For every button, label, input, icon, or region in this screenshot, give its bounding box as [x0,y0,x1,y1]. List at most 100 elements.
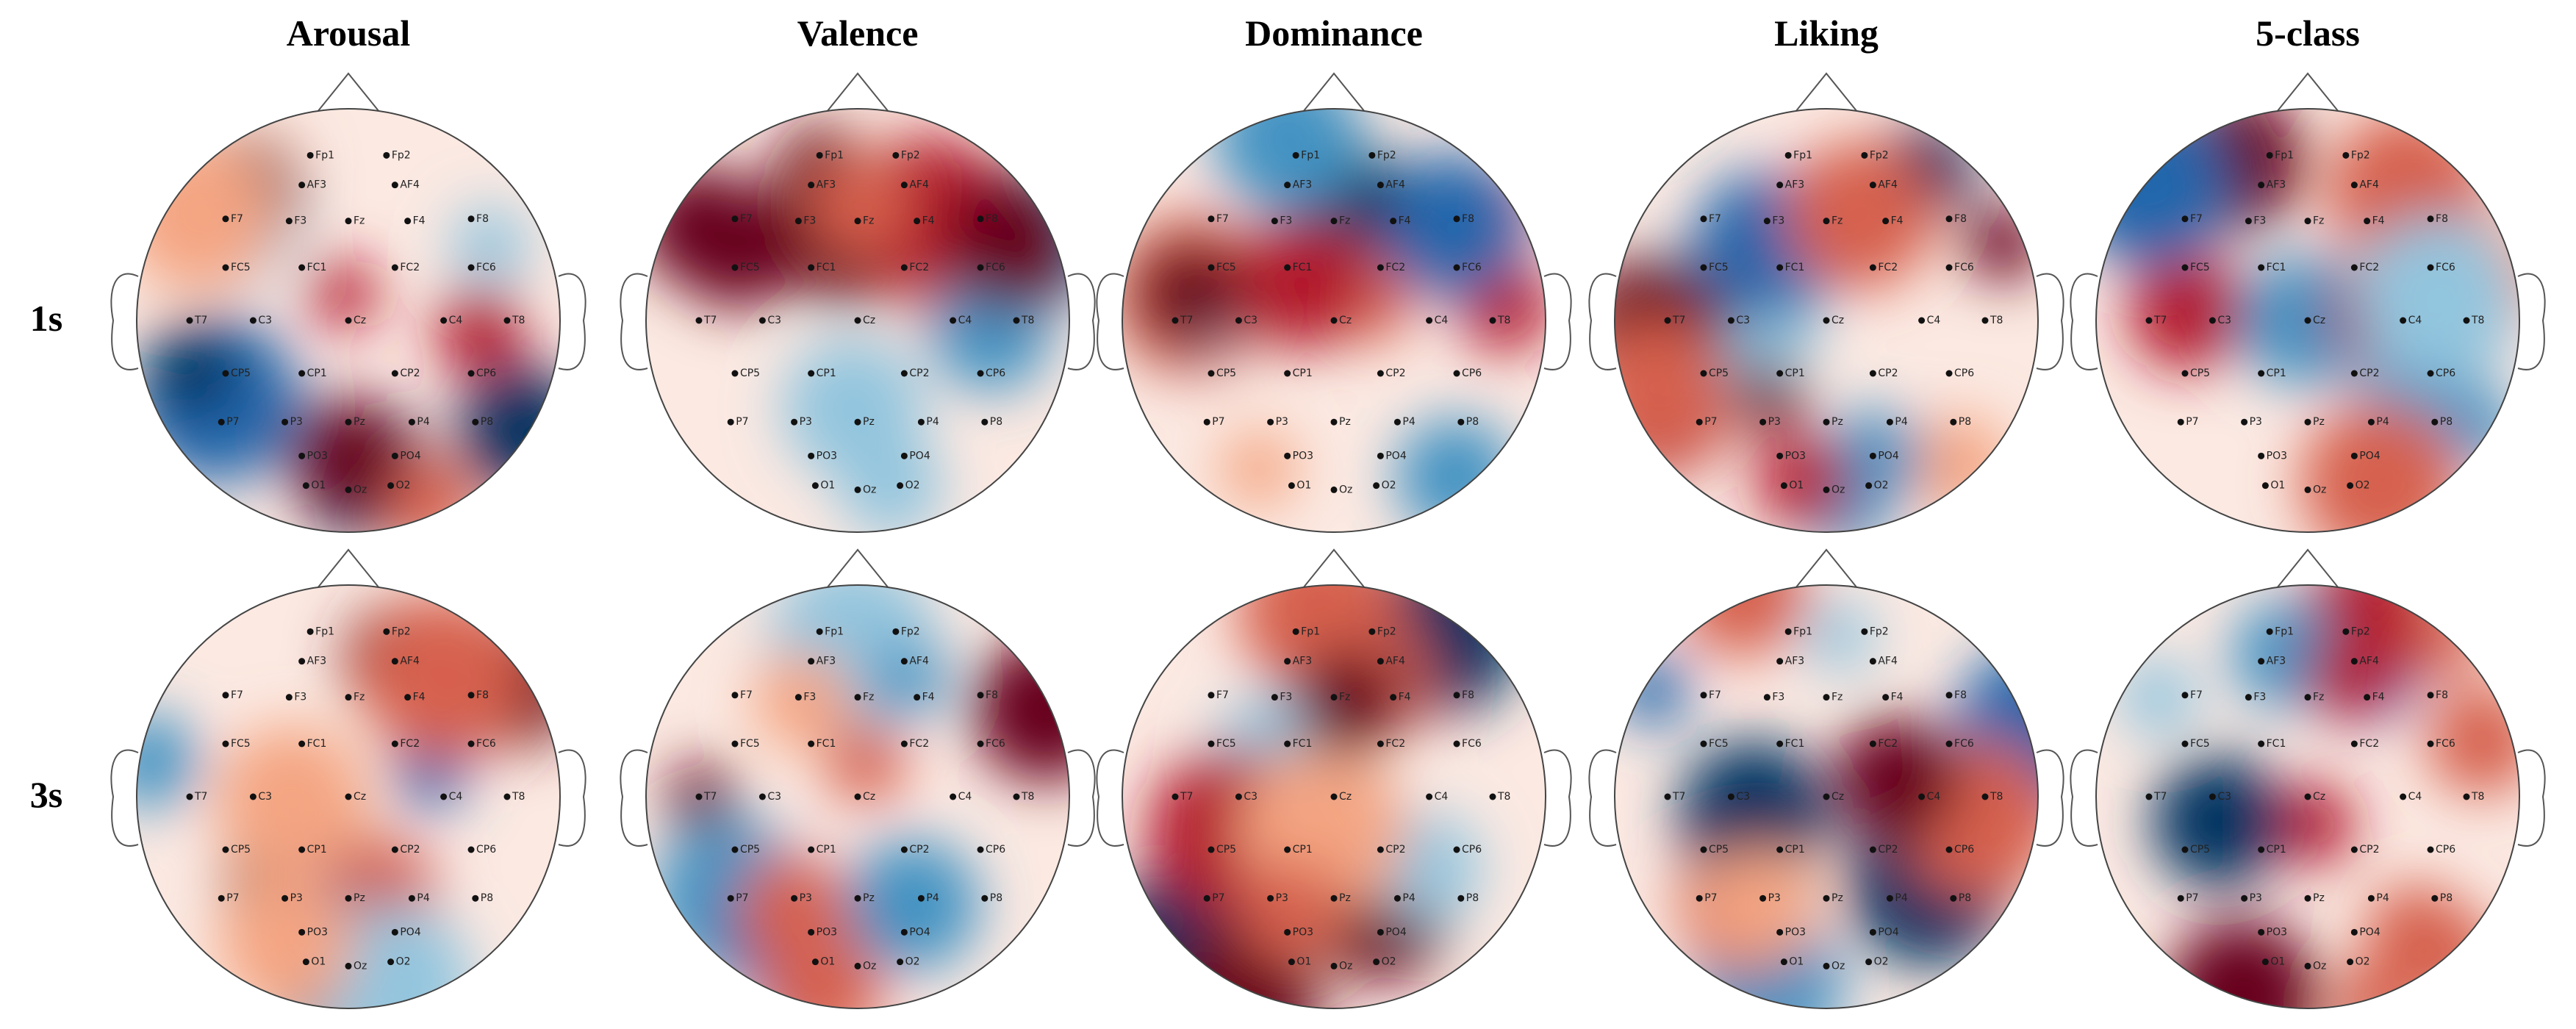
electrode-label: PO4 [1385,450,1406,462]
electrode [383,151,390,159]
electrode-label: Fp2 [2351,625,2370,637]
electrode [2364,694,2371,701]
electrode [727,418,734,426]
electrode-label: P8 [1959,892,1971,904]
electrode-label: Cz [1339,791,1352,803]
heatmap-blob [2118,657,2198,737]
heatmap-blob [1834,716,1961,843]
electrode-label: P8 [2440,892,2453,904]
electrode-label: P3 [1276,416,1288,428]
electrode [808,846,815,853]
electrode [1918,793,1926,800]
electrode [186,317,193,324]
electrode [758,793,766,800]
electrode-label: P7 [2186,892,2198,904]
electrode-label: Cz [1339,315,1352,326]
electrode-label: FC1 [1293,262,1313,273]
electrode [1013,793,1020,800]
electrode-label: AF4 [1385,179,1405,191]
electrode-label: Oz [1831,484,1845,495]
electrode-label: F8 [476,213,489,225]
head-outline [1614,584,2039,1009]
ear [2036,273,2064,370]
electrode-label: CP2 [1878,844,1898,856]
electrode [950,317,957,324]
electrode [2241,894,2248,902]
electrode [298,846,306,853]
electrode-label: CP1 [1785,844,1805,856]
electrode-label: P4 [2376,416,2389,428]
electrode [281,418,289,426]
electrode-label: CP6 [1954,368,1974,379]
heatmap-blob [674,183,800,309]
head-outline [136,108,561,533]
electrode-label: P3 [800,416,812,428]
electrode-label: Oz [354,960,367,972]
head-outline [645,108,1070,533]
electrode [977,215,984,223]
electrode-label: F8 [986,689,998,701]
electrode-label: FC5 [231,262,251,273]
electrode-label: Pz [1339,416,1351,428]
electrode-label: P3 [1768,416,1781,428]
electrode [1453,215,1460,223]
electrode [186,793,193,800]
heatmap-blob [1965,205,2038,282]
electrode-label: F4 [1891,215,1904,227]
electrode [2145,793,2153,800]
electrode [808,928,815,936]
heatmap-blob [753,651,851,750]
nose [1302,548,1366,589]
electrode-label: FC1 [307,738,327,750]
nose [826,548,889,589]
electrode-label: CP2 [2359,844,2379,856]
ear [110,273,139,370]
electrode-label: Fp2 [1377,149,1396,161]
electrode-label: F3 [294,692,306,703]
electrode-label: FC2 [1878,738,1898,750]
electrode [1489,793,1496,800]
electrode [1776,370,1784,377]
electrode-label: FC6 [1954,738,1974,750]
electrode [811,958,819,966]
electrode [1426,317,1433,324]
electrode-label: Pz [2313,892,2325,904]
electrode [1865,482,1873,490]
electrode [1330,962,1338,969]
electrode-label: P3 [800,892,812,904]
electrode [387,482,395,490]
electrode [1869,370,1876,377]
electrode-label: FC2 [400,262,420,273]
electrode [2209,317,2216,324]
electrode-label: PO3 [307,450,328,462]
electrode [1172,793,1179,800]
heatmap-blob [2305,633,2393,721]
electrode-label: CP5 [1709,844,1729,856]
electrode [1945,692,1953,699]
electrode-label: F3 [294,215,306,227]
electrode [1869,264,1876,271]
column-title: Dominance [1245,12,1423,54]
electrode-label: P3 [1276,892,1288,904]
electrode-label: CP5 [1709,368,1729,379]
electrode [900,370,908,377]
electrode-label: FC5 [740,262,760,273]
electrode [298,370,306,377]
electrode-label: Fz [1339,215,1350,227]
electrode [1330,894,1338,902]
electrode [1865,958,1873,966]
heatmap-blob [808,154,910,257]
electrode-label: FC1 [817,738,836,750]
electrode-label: C4 [958,315,972,326]
electrode-label: C4 [2408,791,2422,803]
electrode-label: F7 [2190,689,2203,701]
electrode [2258,182,2265,189]
heatmap-blob [435,287,525,377]
electrode [2350,658,2358,665]
electrode [1869,452,1876,459]
electrode [1776,658,1784,665]
electrode [1330,793,1338,800]
electrode [2431,418,2439,426]
electrode [2181,846,2189,853]
electrode [285,694,293,701]
